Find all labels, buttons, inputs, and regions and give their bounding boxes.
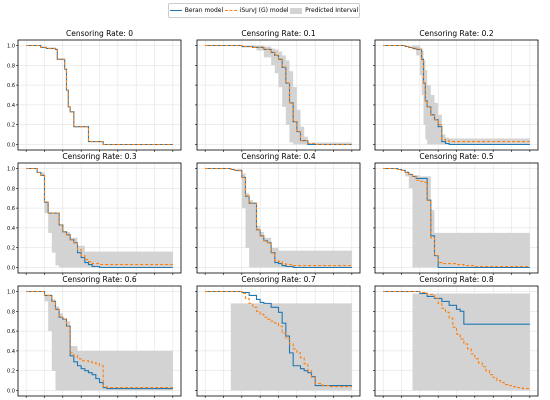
y-tick-label: 0.8	[7, 186, 15, 192]
subplot-8: Censoring Rate: 0.80510152025303540	[373, 275, 539, 398]
y-tick-label: 0.4	[7, 349, 15, 355]
y-tick-label: 0.8	[7, 63, 15, 69]
legend-label-interval: Predicted Interval	[305, 7, 359, 14]
subplot-0: Censoring Rate: 0 0.0 0.2 0.4 0.6 0.8 1.0	[7, 29, 182, 152]
legend: Beran model iSurvJ (G) model Predicted I…	[168, 3, 360, 18]
isurv-line	[383, 290, 530, 390]
y-tick-label: 0.4	[7, 103, 15, 109]
legend-label-isurv: iSurvJ (G) model	[239, 7, 289, 14]
y-tick-label: 1.0	[7, 290, 15, 296]
y-tick-label: 0.6	[7, 83, 15, 89]
y-tick-label: 1.0	[7, 44, 15, 50]
subplot-title: Censoring Rate: 0.5	[419, 152, 493, 161]
subplot-7: Censoring Rate: 0.70510152025303540	[195, 275, 361, 398]
y-tick-label: 0.8	[7, 309, 15, 315]
subplot-title: Censoring Rate: 0	[66, 29, 133, 38]
subplot-5: Censoring Rate: 0.5	[373, 152, 539, 275]
predicted-interval-band	[383, 45, 530, 145]
legend-swatch-beran	[169, 10, 182, 11]
legend-swatch-isurv	[224, 10, 237, 11]
isurv-line	[383, 167, 530, 268]
y-tick-label: 0.2	[7, 246, 15, 252]
y-tick-label: 0.6	[7, 206, 15, 212]
subplot-title: Censoring Rate: 0.8	[419, 275, 493, 284]
subplot-title: Censoring Rate: 0.7	[241, 275, 315, 284]
isurv-line	[205, 167, 352, 267]
legend-swatch-interval	[290, 7, 303, 14]
predicted-interval-band	[383, 168, 530, 268]
subplot-title: Censoring Rate: 0.4	[241, 152, 315, 161]
predicted-interval-band	[26, 168, 173, 268]
isurv-line	[26, 290, 173, 389]
subplot-2: Censoring Rate: 0.2	[373, 29, 539, 152]
y-tick-label: 0.2	[7, 123, 15, 129]
legend-item-isurv: iSurvJ (G) model	[224, 7, 289, 14]
y-tick-label: 0.0	[7, 143, 15, 149]
subplot-title: Censoring Rate: 0.3	[62, 152, 136, 161]
subplot-title: Censoring Rate: 0.6	[62, 275, 136, 284]
predicted-interval-band	[26, 291, 173, 391]
legend-label-beran: Beran model	[184, 7, 224, 14]
beran-line	[383, 290, 530, 325]
y-tick-label: 0.0	[7, 266, 15, 272]
y-tick-label: 0.2	[7, 369, 15, 375]
y-tick-label: 1.0	[7, 167, 15, 173]
subplot-4: Censoring Rate: 0.4	[195, 152, 361, 275]
subplot-6: Censoring Rate: 0.60.00.20.40.60.81.0051…	[7, 275, 182, 398]
legend-item-beran: Beran model	[169, 7, 224, 14]
isurv-line	[383, 44, 530, 143]
predicted-interval-band	[383, 291, 530, 391]
predicted-interval-band	[205, 45, 352, 145]
y-tick-label: 0.4	[7, 226, 15, 232]
subplot-1: Censoring Rate: 0.1	[195, 29, 361, 152]
subplot-title: Censoring Rate: 0.2	[419, 29, 493, 38]
y-tick-label: 0.6	[7, 329, 15, 335]
predicted-interval-band	[205, 168, 352, 268]
legend-item-interval: Predicted Interval	[290, 7, 358, 14]
isurv-line	[205, 290, 352, 388]
subplot-title: Censoring Rate: 0.1	[241, 29, 315, 38]
y-tick-label: 0.0	[7, 389, 15, 395]
isurv-line	[205, 44, 352, 146]
predicted-interval-band	[205, 291, 352, 391]
isurv-line	[26, 44, 173, 146]
isurv-line	[26, 167, 173, 266]
subplot-3: Censoring Rate: 0.3 0.0 0.2 0.4 0.6 0.8 1.0	[7, 152, 182, 275]
